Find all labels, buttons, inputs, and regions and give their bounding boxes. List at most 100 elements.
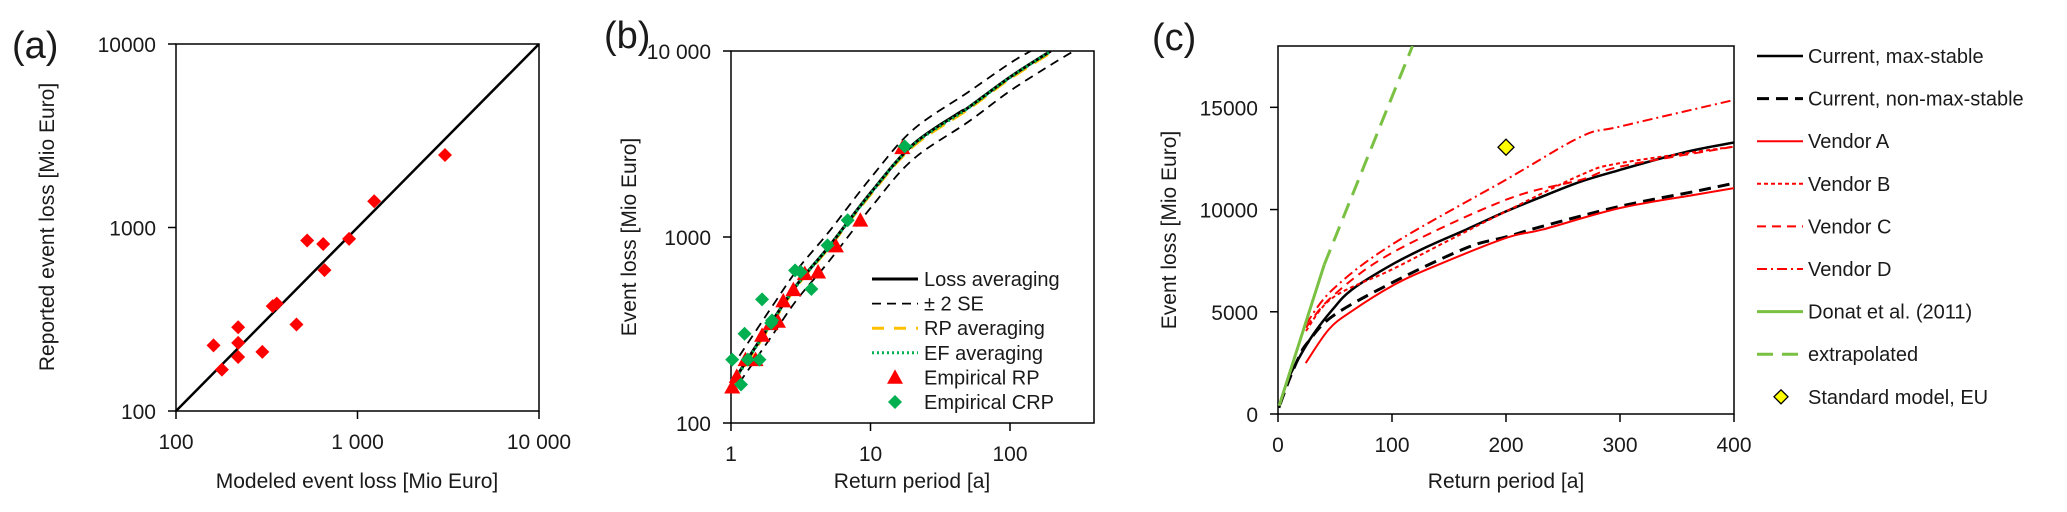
legend-label: Empirical CRP [924, 392, 1054, 414]
legend-item-b: Loss averaging [872, 269, 1060, 291]
data-point [437, 148, 452, 163]
series-line-current-non-max-stable [1278, 181, 1734, 405]
x-tick-label-c: 400 [1716, 434, 1751, 457]
marker-empirical-rp [724, 379, 741, 394]
panel-b: (b) Event loss [Mio Euro] Return period … [604, 15, 1095, 493]
legend-item-c: Current, non-max-stable [1757, 89, 2024, 111]
data-point [289, 317, 304, 332]
marker-empirical-crp [804, 282, 819, 297]
y-tick-label-b: 100 [676, 413, 711, 436]
legend-label: ± 2 SE [924, 294, 984, 316]
plot-area-a: 100 1 000 10 000 100 1000 10000 [98, 34, 572, 454]
panel-c: (c) Event loss [Mio Euro] Return period … [1152, 17, 2024, 493]
series-line-2-se-lower [738, 51, 1075, 384]
legend-label: extrapolated [1808, 344, 1918, 366]
marker-empirical-rp [827, 237, 844, 253]
legend-label: Vendor A [1808, 131, 1890, 153]
marker-empirical-crp [793, 265, 808, 280]
series-line-ef-averaging [731, 51, 1053, 387]
legend-marker-empirical-crp [888, 395, 902, 409]
marker-empirical-crp [820, 238, 835, 253]
plot-area-b: 1 10 100 100 1000 10 000 [647, 41, 1095, 466]
legend-item-b: RP averaging [872, 318, 1045, 340]
x-tick-label-a: 100 [158, 431, 193, 454]
data-point [367, 194, 382, 209]
panel-label-b: (b) [604, 15, 650, 57]
x-axis-title-c: Return period [a] [1428, 470, 1584, 493]
y-tick-label-c: 10000 [1200, 200, 1258, 223]
data-point [231, 335, 246, 350]
plot-area-c: 0 100 200 300 400 0 5000 10000 15000 [1200, 45, 1752, 457]
x-tick-label-c: 300 [1602, 434, 1637, 457]
legend-label: Vendor D [1808, 259, 1891, 281]
data-point [231, 320, 246, 335]
data-point [255, 344, 270, 359]
plot-frame-c [1277, 45, 1735, 415]
legend-item-c: Vendor A [1757, 131, 1890, 153]
data-point [342, 231, 357, 246]
y-tick-label-c: 0 [1246, 404, 1258, 427]
legend-item-c: Vendor C [1757, 216, 1891, 238]
series-line-donat-et-al-2011 [1278, 264, 1326, 407]
series-line-current-max-stable [1278, 141, 1734, 409]
legend-item-c: Standard model, EU [1773, 387, 1988, 409]
x-tick-label-b: 100 [992, 443, 1027, 466]
data-point [206, 338, 221, 353]
legend-item-c: Vendor D [1757, 259, 1891, 281]
series-line-extrapolated [1322, 46, 1414, 266]
legend-item-b: Empirical RP [887, 367, 1040, 389]
marker-empirical-rp [852, 212, 869, 227]
series-line-vendor-b [1305, 145, 1734, 332]
legend-label: Vendor C [1808, 216, 1891, 238]
data-point [269, 296, 284, 311]
series-line-vendor-c [1305, 145, 1734, 329]
legend-marker-standard-model-eu [1773, 388, 1789, 405]
legend-label: Standard model, EU [1808, 387, 1988, 409]
marker-empirical-crp [725, 352, 740, 367]
data-point [231, 349, 246, 364]
legend-item-c: Vendor B [1757, 174, 1890, 196]
legend-item-c: extrapolated [1757, 344, 1918, 366]
panel-label-c: (c) [1152, 17, 1196, 59]
legend-label: Vendor B [1808, 174, 1890, 196]
marker-empirical-crp [897, 139, 912, 154]
data-point [316, 236, 331, 251]
x-tick-label-b: 1 [725, 443, 737, 466]
marker-empirical-crp [740, 352, 755, 367]
marker-empirical-crp [752, 352, 767, 367]
legend-label: Current, max-stable [1808, 46, 1984, 68]
x-tick-label-c: 0 [1272, 434, 1284, 457]
legend-label: RP averaging [924, 318, 1045, 340]
marker-empirical-crp [840, 213, 855, 228]
y-axis-title-a: Reported event loss [Mio Euro] [36, 83, 59, 371]
data-point [317, 263, 332, 278]
legend-label: Empirical RP [924, 367, 1040, 389]
marker-empirical-crp [737, 326, 752, 341]
series-line-2-se [738, 51, 1032, 357]
y-axis-title-b: Event loss [Mio Euro] [618, 138, 641, 336]
y-tick-label-a: 100 [121, 401, 156, 424]
panel-a: (a) Reported event loss [Mio Euro] Model… [12, 25, 571, 493]
x-axis-title-b: Return period [a] [834, 470, 990, 493]
legend-item-c: Donat et al. (2011) [1757, 302, 1972, 324]
x-tick-label-a: 10 000 [507, 431, 571, 454]
legend-label: EF averaging [924, 343, 1043, 365]
y-tick-label-c: 5000 [1211, 302, 1258, 325]
y-axis-title-c: Event loss [Mio Euro] [1158, 131, 1181, 329]
y-tick-label-b: 10 000 [647, 41, 711, 64]
legend-item-c: Current, max-stable [1757, 46, 1984, 68]
y-tick-label-a: 10000 [98, 34, 156, 57]
marker-empirical-crp [765, 313, 780, 328]
x-tick-label-c: 200 [1488, 434, 1523, 457]
data-point [214, 362, 229, 377]
x-tick-label-b: 10 [859, 443, 882, 466]
marker-empirical-rp [754, 327, 771, 342]
series-line-vendor-d [1305, 98, 1734, 325]
legend-label: Donat et al. (2011) [1808, 302, 1972, 324]
legend-item-b: Empirical CRP [888, 392, 1054, 414]
marker-empirical-crp [755, 292, 770, 307]
legend-c: Current, max-stable Current, non-max-stab… [1757, 46, 2024, 409]
y-tick-label-b: 1000 [664, 227, 711, 250]
